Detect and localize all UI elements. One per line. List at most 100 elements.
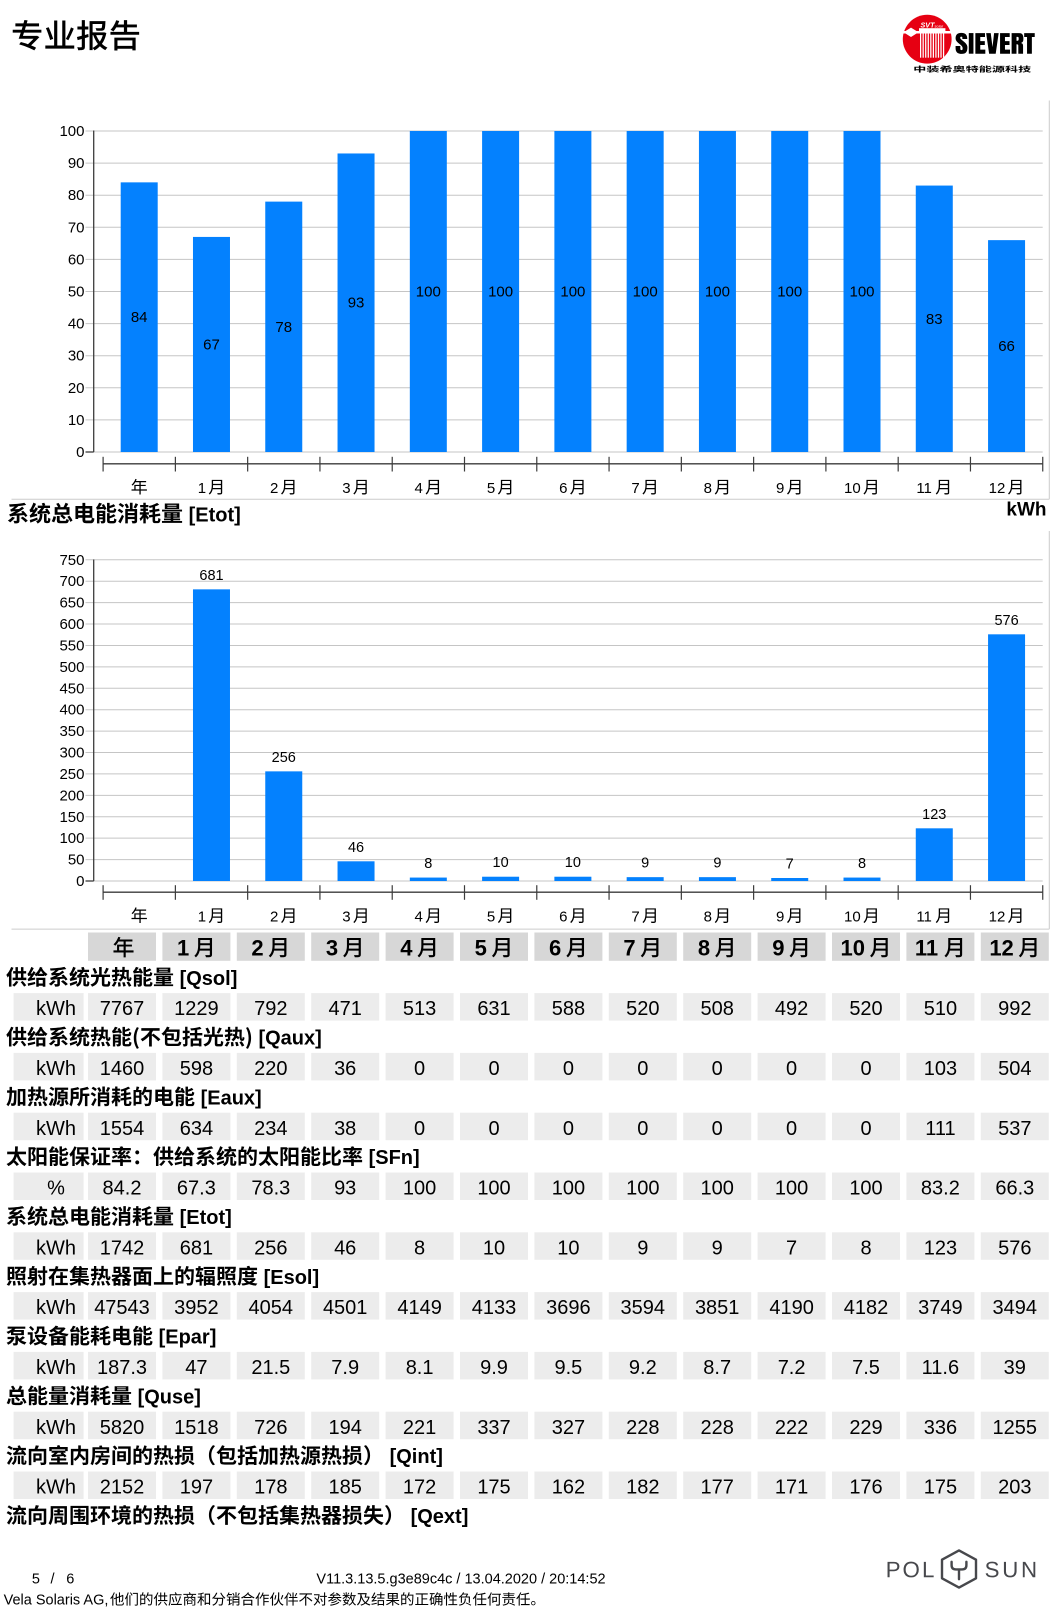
svg-text:504: 504 [998, 1058, 1031, 1080]
svg-text:3494: 3494 [993, 1297, 1038, 1319]
svg-text:50: 50 [68, 284, 85, 301]
svg-text:9: 9 [712, 1237, 723, 1259]
svg-text:336: 336 [924, 1417, 957, 1439]
svg-text:0: 0 [414, 1058, 425, 1080]
svg-text:9: 9 [641, 856, 649, 872]
svg-text:9.9: 9.9 [480, 1357, 508, 1379]
svg-text:kWh: kWh [1006, 500, 1046, 521]
svg-text:100: 100 [488, 284, 513, 301]
svg-text:0: 0 [414, 1118, 425, 1140]
svg-text:0: 0 [637, 1118, 648, 1140]
svg-text:7: 7 [786, 1237, 797, 1259]
svg-text:1229: 1229 [174, 998, 219, 1020]
svg-text:10: 10 [565, 855, 581, 871]
svg-text:8: 8 [414, 1237, 425, 1259]
svg-text:84: 84 [131, 309, 148, 326]
svg-text:162: 162 [552, 1477, 585, 1499]
svg-text:750: 750 [59, 552, 84, 569]
svg-text:194: 194 [329, 1417, 362, 1439]
svg-text:10: 10 [483, 1237, 505, 1259]
svg-text:11: 11 [916, 909, 932, 926]
svg-text:10: 10 [844, 909, 861, 926]
svg-text:10: 10 [557, 1237, 579, 1259]
svg-text:kWh: kWh [36, 1118, 76, 1140]
svg-text:256: 256 [254, 1237, 287, 1259]
svg-text:176: 176 [849, 1477, 882, 1499]
svg-text:520: 520 [626, 998, 659, 1020]
svg-text:6: 6 [66, 1571, 74, 1587]
svg-text:185: 185 [329, 1477, 362, 1499]
svg-text:0: 0 [786, 1058, 797, 1080]
svg-text:700: 700 [59, 573, 84, 590]
svg-text:8: 8 [704, 909, 712, 926]
svg-text:78: 78 [275, 319, 292, 336]
svg-text:550: 550 [59, 637, 84, 654]
svg-text:4: 4 [415, 480, 423, 497]
svg-text:8.1: 8.1 [406, 1357, 434, 1379]
svg-text:100: 100 [59, 123, 84, 140]
svg-text:598: 598 [180, 1058, 213, 1080]
svg-text:0: 0 [488, 1118, 499, 1140]
svg-text:47543: 47543 [94, 1297, 150, 1319]
svg-text:[Quse]: [Quse] [138, 1386, 201, 1408]
svg-text:6: 6 [559, 480, 567, 497]
svg-text:175: 175 [477, 1477, 510, 1499]
svg-text:60: 60 [68, 251, 85, 268]
svg-text:197: 197 [180, 1477, 213, 1499]
svg-text:100: 100 [477, 1178, 510, 1200]
svg-text:1: 1 [198, 480, 206, 497]
svg-text:10: 10 [844, 480, 861, 497]
svg-text:100: 100 [849, 1178, 882, 1200]
svg-text:123: 123 [924, 1237, 957, 1259]
svg-text:103: 103 [924, 1058, 957, 1080]
svg-text:66: 66 [998, 338, 1015, 355]
svg-text:588: 588 [552, 998, 585, 1020]
svg-text:203: 203 [998, 1477, 1031, 1499]
svg-text:47: 47 [185, 1357, 207, 1379]
svg-text:93: 93 [348, 295, 365, 312]
svg-text:3: 3 [326, 936, 338, 961]
svg-text:327: 327 [552, 1417, 585, 1439]
svg-text:100: 100 [403, 1178, 436, 1200]
svg-text:83.2: 83.2 [921, 1178, 960, 1200]
svg-text:80: 80 [68, 187, 85, 204]
svg-text:kWh: kWh [36, 1477, 76, 1499]
svg-text:2: 2 [270, 480, 278, 497]
svg-text:3: 3 [342, 909, 350, 926]
svg-text:111: 111 [925, 1118, 955, 1140]
svg-text:0: 0 [76, 444, 84, 461]
svg-text:7.5: 7.5 [852, 1357, 880, 1379]
svg-text:V11.3.13.5.g3e89c4c / 13.04.20: V11.3.13.5.g3e89c4c / 13.04.2020 / 20:14… [316, 1571, 605, 1587]
svg-text:7: 7 [631, 909, 639, 926]
svg-text:11: 11 [916, 480, 932, 497]
svg-text:0: 0 [488, 1058, 499, 1080]
svg-text:7: 7 [623, 936, 635, 961]
svg-text:100: 100 [552, 1178, 585, 1200]
svg-text:600: 600 [59, 616, 84, 633]
svg-text:229: 229 [849, 1417, 882, 1439]
svg-text:400: 400 [59, 702, 84, 719]
svg-text:3: 3 [342, 480, 350, 497]
svg-text:12: 12 [989, 936, 1013, 961]
svg-text:500: 500 [59, 659, 84, 676]
svg-text:3851: 3851 [695, 1297, 740, 1319]
svg-text:12: 12 [989, 480, 1006, 497]
svg-text:kWh: kWh [36, 1058, 76, 1080]
svg-text:256: 256 [272, 750, 296, 766]
svg-text:[Etot]: [Etot] [180, 1207, 232, 1229]
svg-text:11: 11 [915, 936, 938, 961]
svg-text:100: 100 [777, 284, 802, 301]
svg-text:171: 171 [775, 1477, 808, 1499]
svg-text:kWh: kWh [36, 1417, 76, 1439]
svg-text:9: 9 [637, 1237, 648, 1259]
svg-text:234: 234 [254, 1118, 287, 1140]
svg-text:4: 4 [415, 909, 423, 926]
svg-text:7767: 7767 [100, 998, 145, 1020]
svg-text:222: 222 [775, 1417, 808, 1439]
svg-text:178: 178 [254, 1477, 287, 1499]
svg-text:2: 2 [251, 936, 263, 961]
svg-text:50: 50 [68, 852, 85, 869]
svg-text:0: 0 [860, 1058, 871, 1080]
svg-text:100: 100 [633, 284, 658, 301]
svg-text:7: 7 [631, 480, 639, 497]
